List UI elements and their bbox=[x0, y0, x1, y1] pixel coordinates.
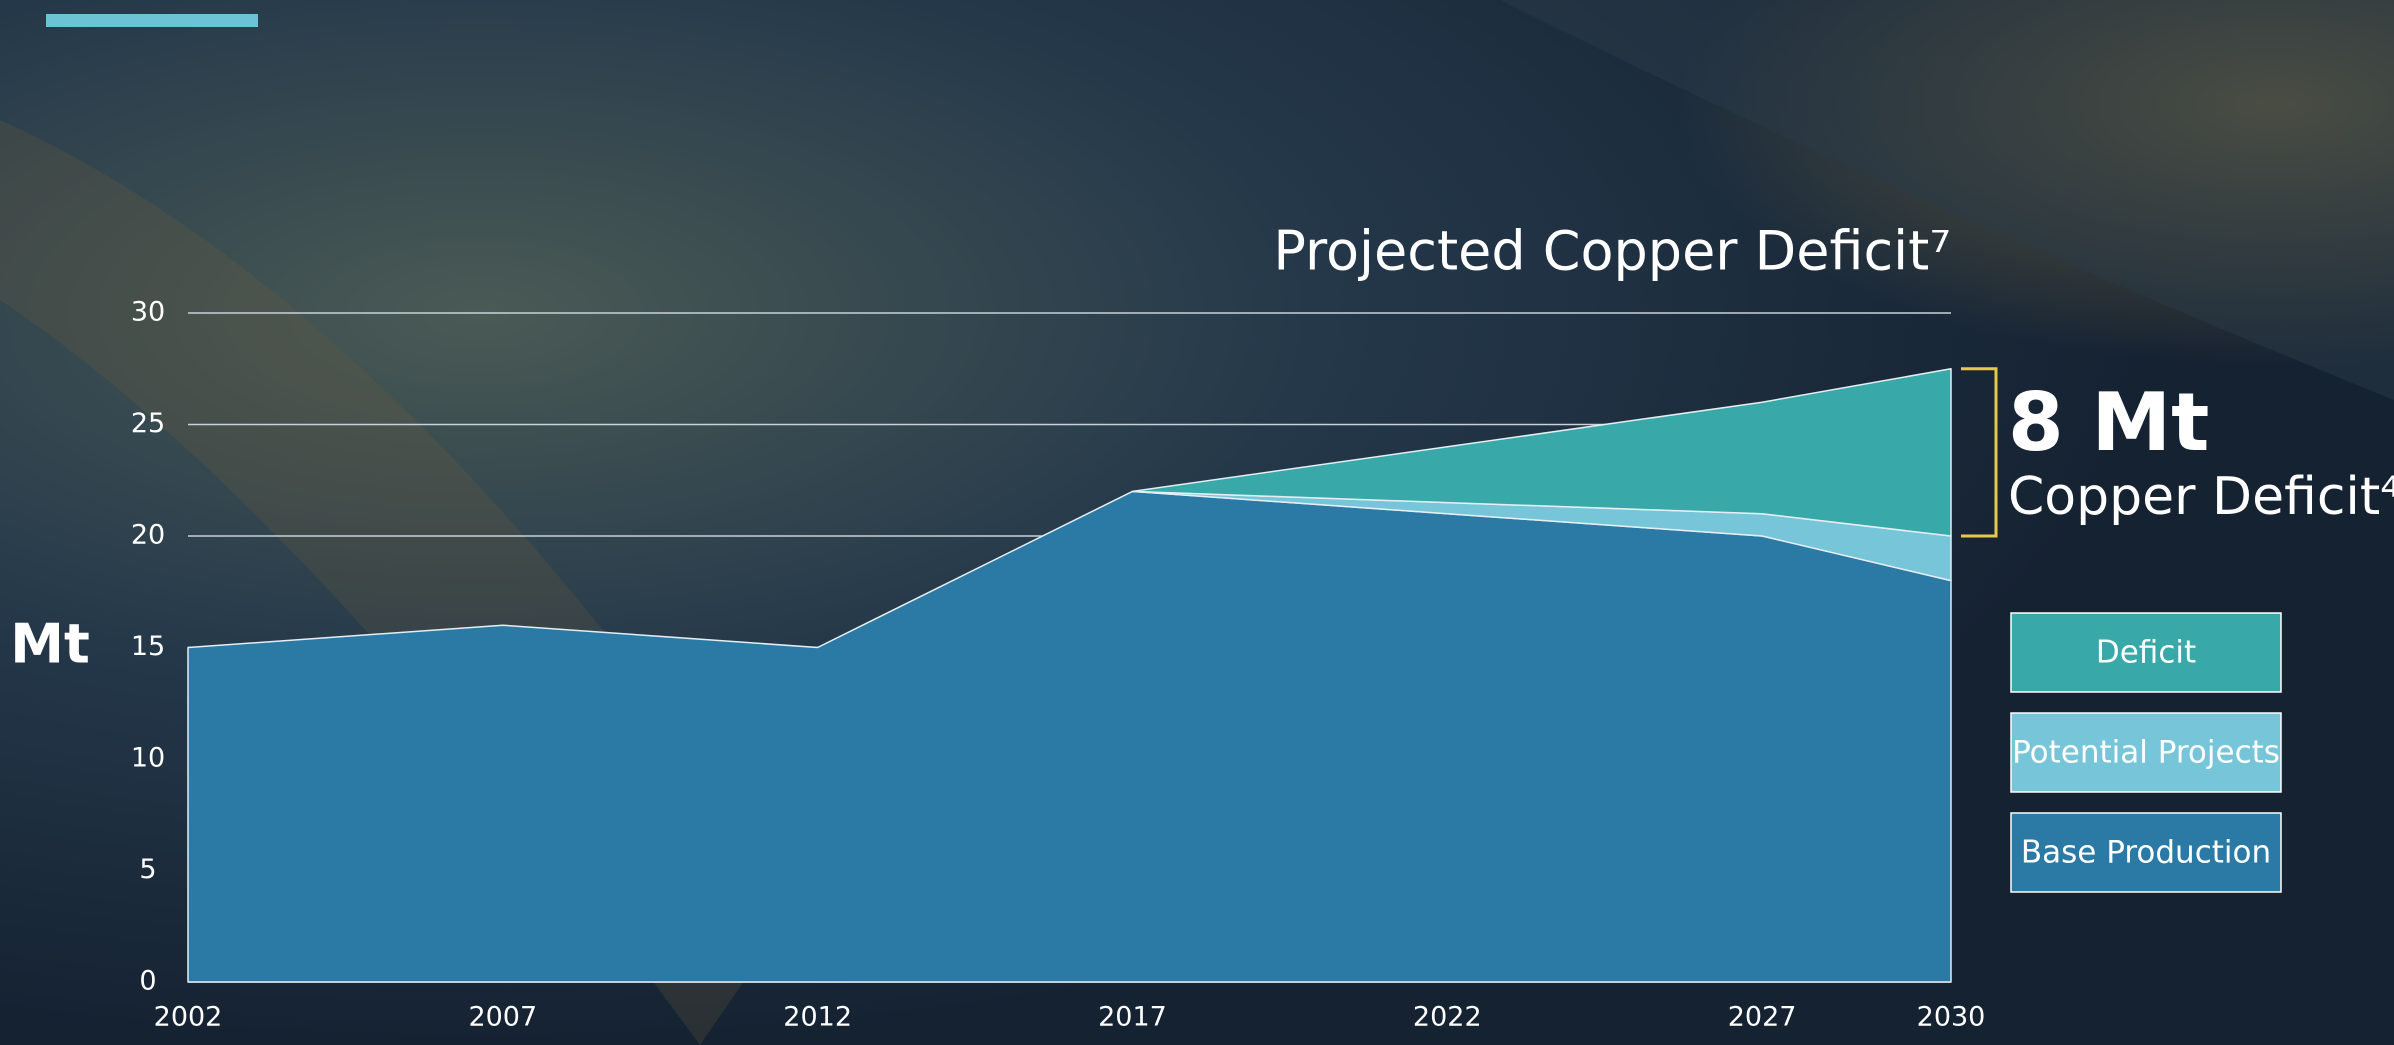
annotation-value: 8 Mt bbox=[2008, 376, 2209, 469]
page: {"chart_data": {"type": "stacked-area", … bbox=[0, 0, 2394, 1045]
x-tick-label: 2012 bbox=[783, 1002, 852, 1033]
chart-title: Projected Copper Deficit⁷ bbox=[1273, 220, 1951, 283]
y-tick-label: 10 bbox=[131, 743, 165, 774]
x-tick-label: 2027 bbox=[1728, 1002, 1797, 1033]
x-tick-label: 2030 bbox=[1917, 1002, 1986, 1033]
legend-label: Potential Projects bbox=[2012, 735, 2280, 771]
x-tick-label: 2002 bbox=[154, 1002, 223, 1033]
legend-item: Base Production bbox=[2011, 813, 2281, 892]
y-tick-label: 25 bbox=[131, 408, 165, 439]
legend-item: Potential Projects bbox=[2011, 713, 2281, 792]
y-tick-label: 20 bbox=[131, 520, 165, 551]
x-tick-label: 2017 bbox=[1098, 1002, 1167, 1033]
x-tick-label: 2007 bbox=[468, 1002, 537, 1033]
y-tick-label: 30 bbox=[131, 297, 165, 328]
legend-label: Base Production bbox=[2021, 835, 2271, 871]
annotation-label: Copper Deficit⁴ bbox=[2008, 467, 2394, 527]
accent-bar bbox=[46, 14, 258, 27]
y-tick-label: 5 bbox=[139, 854, 156, 885]
y-tick-label: 0 bbox=[139, 966, 156, 997]
x-tick-label: 2022 bbox=[1413, 1002, 1482, 1033]
y-axis-label: Mt bbox=[10, 613, 90, 676]
legend-label: Deficit bbox=[2096, 635, 2196, 671]
y-tick-label: 15 bbox=[131, 631, 165, 662]
legend-item: Deficit bbox=[2011, 613, 2281, 692]
chart: 0 5 10 15 20 25 30 2002 2007 2012 2017 2022 2027 2030… bbox=[0, 0, 2394, 1045]
